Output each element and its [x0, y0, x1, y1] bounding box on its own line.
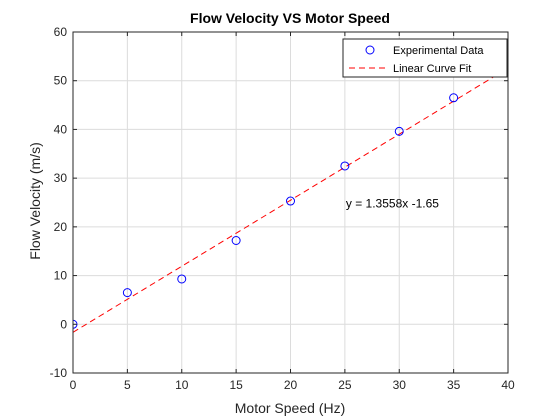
- legend-label-experimental: Experimental Data: [393, 45, 484, 57]
- x-tick-label: 0: [70, 378, 77, 392]
- y-tick-label: 40: [54, 122, 68, 136]
- legend-marker-experimental: [365, 45, 375, 55]
- x-tick-label: 30: [393, 378, 407, 392]
- chart-title: Flow Velocity VS Motor Speed: [190, 10, 390, 26]
- x-axis-label: Motor Speed (Hz): [235, 400, 345, 416]
- y-tick-label: 30: [54, 171, 68, 185]
- x-tick-label: 25: [338, 378, 352, 392]
- data-point: [231, 235, 241, 245]
- y-tick-label: 20: [54, 220, 68, 234]
- y-tick-label: 60: [54, 25, 68, 39]
- x-tick-label: 10: [175, 378, 189, 392]
- x-tick-label: 5: [124, 378, 131, 392]
- y-tick-label: 10: [54, 269, 68, 283]
- y-tick-label: -10: [50, 366, 68, 380]
- data-point: [449, 93, 459, 103]
- y-axis-label: Flow Velocity (m/s): [27, 142, 43, 259]
- axes-box: [72, 31, 509, 374]
- x-tick-label: 35: [447, 378, 461, 392]
- fit-equation-annotation: y = 1.3558x -1.65: [346, 196, 439, 210]
- x-tick-label: 20: [284, 378, 298, 392]
- data-point: [340, 161, 350, 171]
- legend-label-fit: Linear Curve Fit: [393, 63, 471, 75]
- plot-area: [73, 62, 508, 333]
- legend: Experimental Data Linear Curve Fit: [342, 38, 508, 78]
- legend-box: [342, 38, 508, 78]
- data-point: [122, 288, 132, 298]
- x-tick-label: 40: [501, 378, 515, 392]
- fit-line: [73, 67, 508, 333]
- data-point: [177, 274, 187, 284]
- data-point: [394, 126, 404, 136]
- x-tick-label: 15: [229, 378, 243, 392]
- data-point: [286, 196, 295, 206]
- y-tick-label: 0: [60, 317, 67, 331]
- y-tick-label: 50: [54, 74, 68, 88]
- axes: [72, 31, 509, 374]
